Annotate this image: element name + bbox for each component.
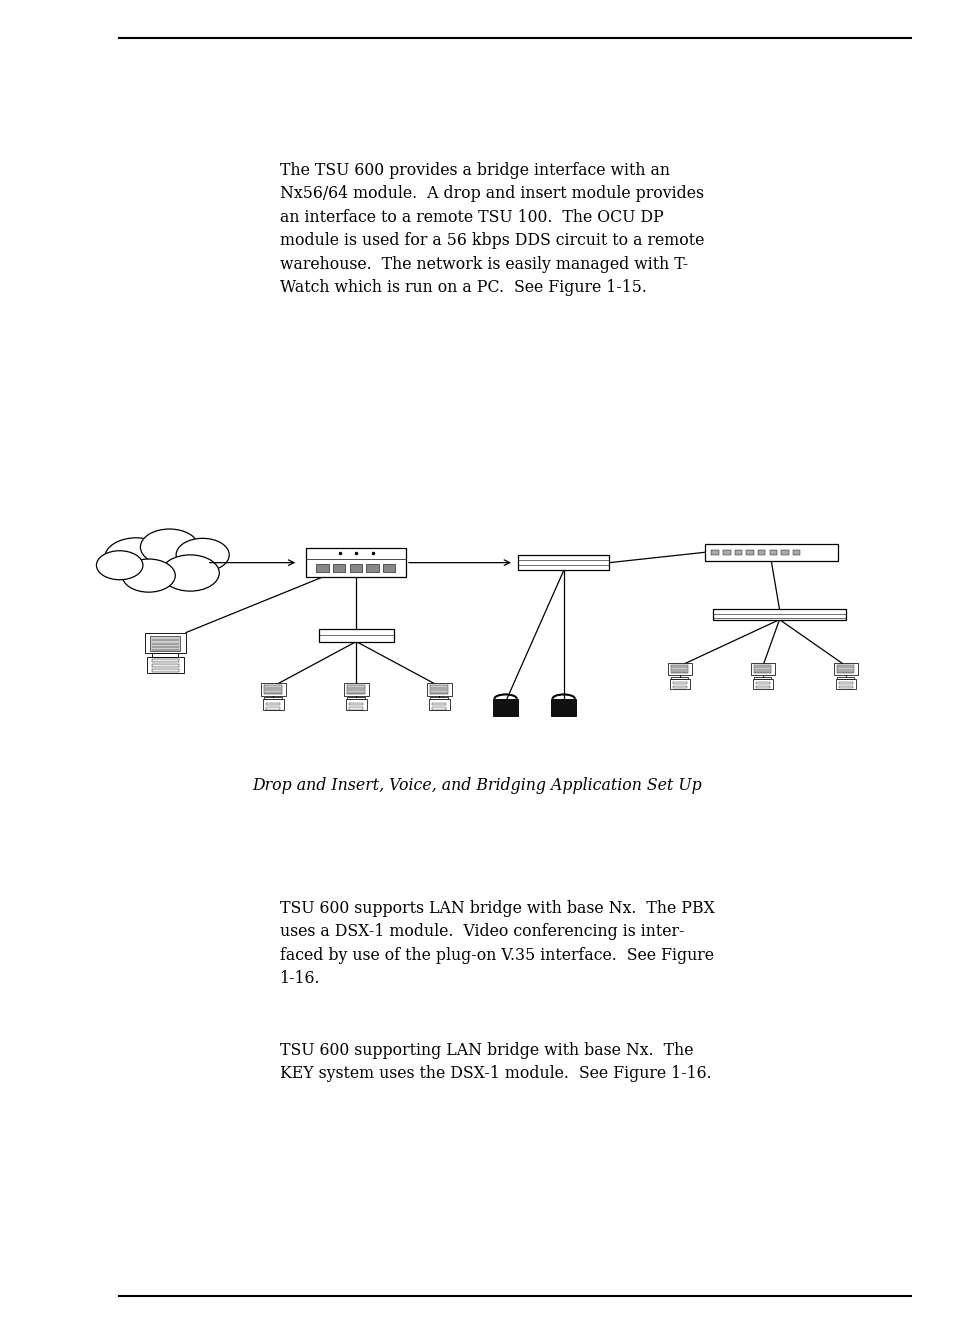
Bar [432,703,446,705]
Bar [757,549,764,555]
Bar [430,685,448,694]
Bar [430,697,448,699]
Bar [152,658,178,662]
Bar [266,703,280,705]
Bar [349,703,363,705]
Bar [152,669,178,671]
Bar [756,686,769,689]
Bar [316,564,329,572]
Bar [756,682,769,685]
Bar [839,682,852,685]
Bar [754,677,771,678]
Text: Drop and Insert, Voice, and Bridging Application Set Up: Drop and Insert, Voice, and Bridging App… [252,778,701,794]
Bar [382,564,395,572]
Bar [673,682,686,685]
Bar [260,682,285,695]
Bar [151,636,180,652]
Bar [343,682,368,695]
Bar [712,609,845,620]
Bar [754,665,771,673]
Bar [152,664,178,667]
Bar [432,707,446,710]
Bar [734,549,741,555]
Bar [551,699,576,717]
Bar [426,682,451,695]
Text: TSU 600 supporting LAN bridge with base Nx.  The
KEY system uses the DSX-1 modul: TSU 600 supporting LAN bridge with base … [279,1042,710,1083]
Bar [750,662,774,675]
Bar [835,678,855,689]
Bar [837,677,854,678]
Text: TSU 600 supports LAN bridge with base Nx.  The PBX
uses a DSX-1 module.  Video c: TSU 600 supports LAN bridge with base Nx… [279,900,714,987]
Bar [333,564,345,572]
Bar [262,699,283,710]
Bar [769,549,776,555]
Bar [349,564,361,572]
Bar [517,555,609,571]
Bar [318,629,394,641]
Bar [147,657,184,673]
Bar [669,678,689,689]
Bar [833,662,857,675]
Bar [792,549,800,555]
Bar [673,686,686,689]
Bar [839,686,852,689]
Text: The TSU 600 provides a bridge interface with an
Nx56/64 module.  A drop and inse: The TSU 600 provides a bridge interface … [279,162,703,296]
Bar [781,549,788,555]
Bar [345,699,366,710]
Bar [671,665,688,673]
Bar [264,697,282,699]
Bar [722,549,730,555]
Bar [752,678,772,689]
Bar [306,548,406,577]
Bar [428,699,449,710]
Bar [667,662,691,675]
Bar [745,549,753,555]
Bar [266,707,280,710]
Bar [493,699,517,717]
Bar [671,677,688,678]
Bar [347,685,365,694]
Bar [349,707,363,710]
Bar [145,633,186,653]
Bar [152,653,178,657]
Bar [264,685,282,694]
Bar [704,544,837,560]
Bar [366,564,378,572]
Bar [347,697,365,699]
Bar [711,549,719,555]
Bar [837,665,854,673]
